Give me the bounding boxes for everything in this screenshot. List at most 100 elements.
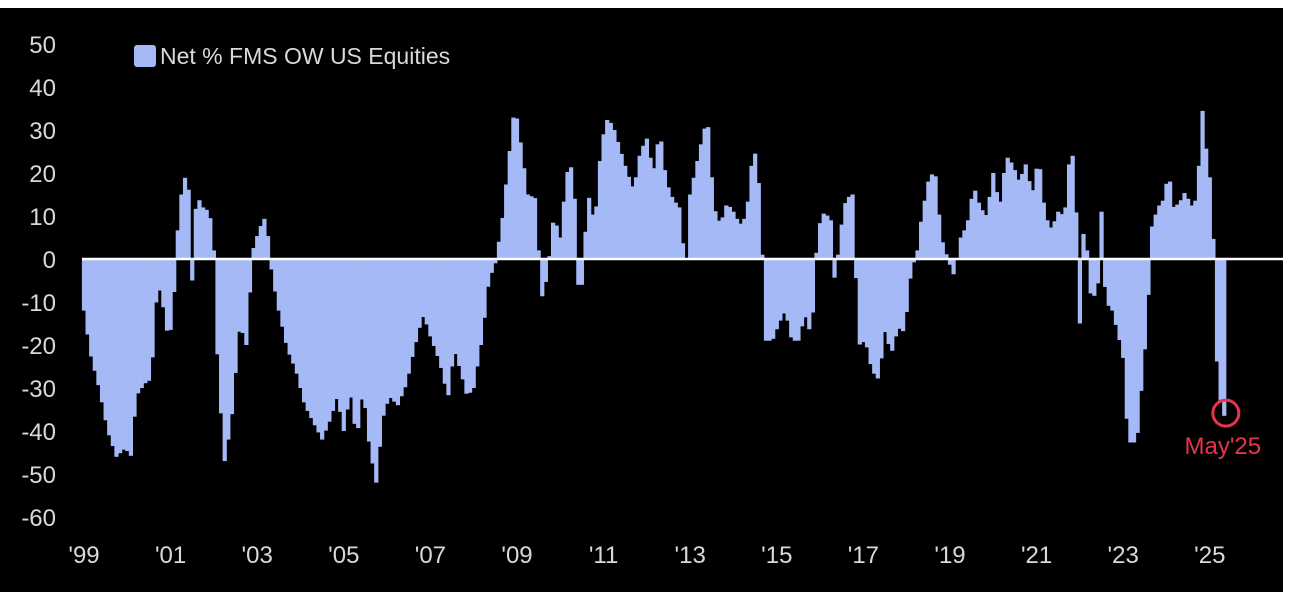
bar-159 <box>655 144 660 259</box>
bar-142 <box>594 206 599 259</box>
bar-182 <box>738 223 743 259</box>
y-tick-label: 30 <box>29 118 56 145</box>
bar-290 <box>1128 259 1133 443</box>
bar-119 <box>511 117 516 259</box>
bar-36 <box>211 250 217 259</box>
bar-254 <box>998 201 1003 259</box>
bar-225 <box>893 259 898 337</box>
bar-253 <box>994 192 1000 259</box>
bar-89 <box>403 259 408 388</box>
bar-165 <box>677 207 682 259</box>
bar-49 <box>258 226 263 259</box>
bar-91 <box>410 259 415 357</box>
bar-231 <box>915 250 920 259</box>
bar-150 <box>623 165 628 259</box>
bar-94 <box>421 259 426 318</box>
bar-163 <box>670 196 675 259</box>
bar-10 <box>117 259 123 454</box>
bar-298 <box>1157 205 1162 259</box>
bar-274 <box>1070 155 1075 259</box>
bar-235 <box>929 174 935 259</box>
bar-229 <box>908 259 913 279</box>
bar-73 <box>345 259 350 410</box>
bar-107 <box>467 259 473 393</box>
bar-56 <box>283 259 289 343</box>
annotation-label: May'25 <box>1185 433 1262 460</box>
x-tick-label: '99 <box>68 542 99 569</box>
bar-6 <box>103 259 108 421</box>
bar-260 <box>1020 173 1025 259</box>
bar-118 <box>507 151 512 259</box>
bar-42 <box>233 259 238 373</box>
bar-28 <box>182 177 188 259</box>
bar-11 <box>121 259 126 450</box>
bar-1 <box>85 259 90 335</box>
bar-145 <box>605 119 610 259</box>
bar-294 <box>1142 259 1147 350</box>
y-tick-label: -20 <box>21 333 56 360</box>
bar-308 <box>1193 200 1198 259</box>
bar-223 <box>886 259 891 345</box>
bar-26 <box>175 230 180 259</box>
bar-300 <box>1164 183 1169 259</box>
bar-41 <box>229 259 235 415</box>
bar-219 <box>872 259 877 374</box>
bar-96 <box>428 259 433 337</box>
bar-281 <box>1095 259 1101 284</box>
x-tick-label: '05 <box>328 542 359 569</box>
bar-214 <box>854 259 859 279</box>
bar-3 <box>92 259 97 371</box>
bar-120 <box>514 118 520 260</box>
bar-29 <box>186 189 191 259</box>
bar-54 <box>276 259 281 311</box>
bar-158 <box>652 168 657 259</box>
chart-panel: 50 40 30 20 10 0 -10 -20 -30 -40 -50 -60 '99'01'03 '… <box>0 8 1283 592</box>
bar-241 <box>951 259 956 275</box>
bar-177 <box>720 217 725 259</box>
bar-172 <box>702 128 707 259</box>
bar-93 <box>417 259 422 328</box>
bar-24 <box>168 259 173 330</box>
bar-110 <box>478 259 484 345</box>
bar-285 <box>1110 259 1115 311</box>
bar-65 <box>316 259 321 433</box>
bar-70 <box>334 259 339 399</box>
bar-227 <box>900 259 906 332</box>
bar-112 <box>486 259 491 287</box>
bar-98 <box>435 259 440 356</box>
bar-164 <box>673 202 678 259</box>
bar-289 <box>1124 259 1129 419</box>
bar-215 <box>857 259 862 345</box>
bar-13 <box>128 259 134 456</box>
bar-155 <box>641 145 646 259</box>
bar-125 <box>532 198 538 259</box>
bar-14 <box>132 259 137 417</box>
bar-117 <box>504 184 509 259</box>
bar-200 <box>803 259 808 318</box>
bar-178 <box>724 205 729 259</box>
bar-55 <box>280 259 285 327</box>
bar-124 <box>529 196 534 259</box>
bar-238 <box>940 242 945 259</box>
bar-282 <box>1099 211 1104 259</box>
bar-212 <box>846 196 852 259</box>
bar-34 <box>204 209 209 259</box>
bar-206 <box>825 215 830 259</box>
bar-50 <box>262 218 267 259</box>
bar-66 <box>320 259 325 440</box>
bar-23 <box>164 259 170 331</box>
bar-78 <box>363 259 368 409</box>
bar-279 <box>1088 259 1093 294</box>
legend-label: Net % FMS OW US Equities <box>160 43 450 69</box>
bar-179 <box>727 206 732 259</box>
bar-286 <box>1113 259 1119 325</box>
bar-250 <box>983 215 989 259</box>
bar-123 <box>525 194 530 259</box>
bar-138 <box>579 259 585 285</box>
bar-111 <box>482 259 487 318</box>
annotation: May'25 <box>1185 398 1262 460</box>
bar-287 <box>1117 259 1122 340</box>
bar-114 <box>493 259 498 264</box>
bar-134 <box>565 172 570 259</box>
bar-302 <box>1171 206 1176 259</box>
